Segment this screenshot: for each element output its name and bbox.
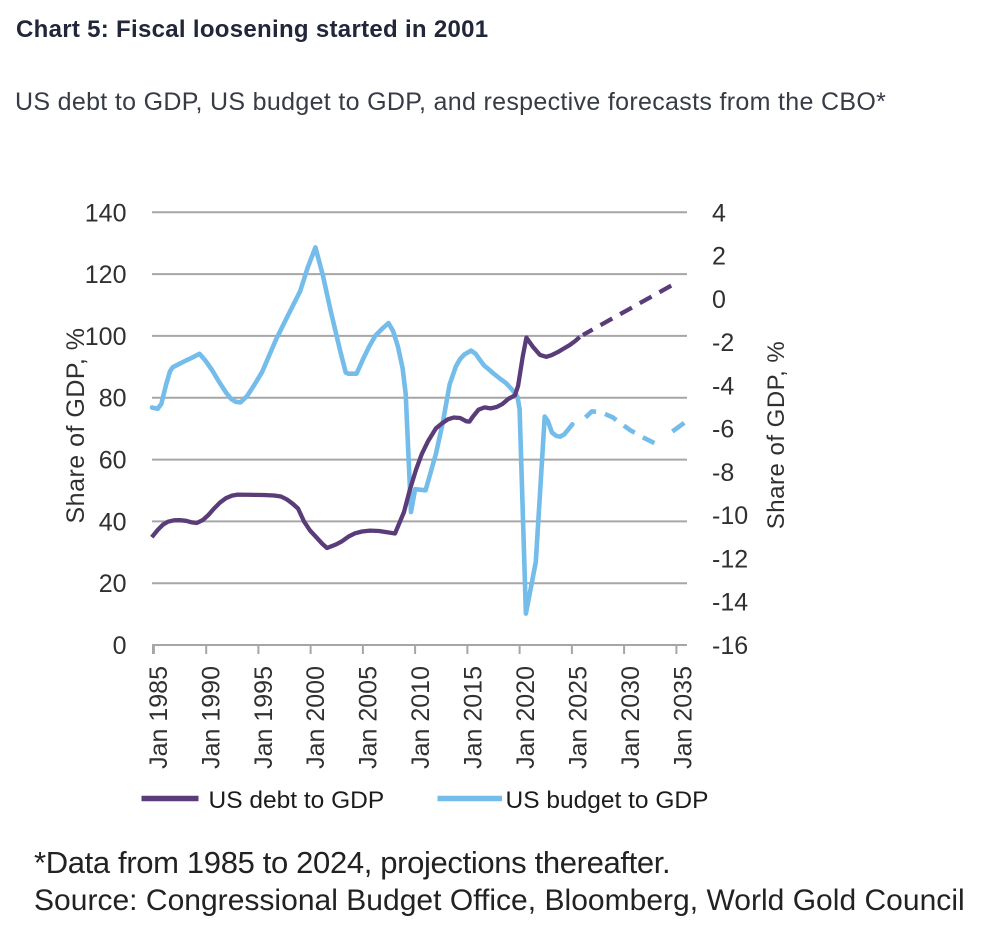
- svg-text:-10: -10: [712, 502, 748, 530]
- svg-text:-4: -4: [712, 372, 734, 400]
- svg-text:-14: -14: [712, 589, 748, 617]
- svg-text:0: 0: [712, 286, 726, 314]
- svg-text:-6: -6: [712, 416, 734, 444]
- svg-text:US budget to GDP: US budget to GDP: [506, 787, 709, 814]
- svg-text:80: 80: [99, 385, 127, 413]
- svg-text:Jan 1995: Jan 1995: [250, 666, 278, 769]
- svg-text:2: 2: [712, 243, 726, 271]
- svg-text:120: 120: [85, 261, 127, 289]
- svg-text:Share of GDP, %: Share of GDP, %: [62, 327, 90, 523]
- svg-text:4: 4: [712, 199, 726, 227]
- svg-text:100: 100: [85, 323, 127, 351]
- svg-text:-16: -16: [712, 632, 748, 660]
- svg-text:Jan 2035: Jan 2035: [670, 666, 698, 769]
- svg-text:0: 0: [113, 632, 127, 660]
- svg-text:140: 140: [85, 199, 127, 227]
- svg-text:-8: -8: [712, 459, 734, 487]
- svg-text:Jan 1990: Jan 1990: [197, 666, 225, 769]
- svg-text:40: 40: [99, 508, 127, 536]
- svg-text:-2: -2: [712, 329, 734, 357]
- svg-text:Share of GDP, %: Share of GDP, %: [763, 341, 790, 529]
- svg-text:Jan 2020: Jan 2020: [512, 666, 540, 769]
- svg-text:-12: -12: [712, 546, 748, 574]
- svg-text:Jan 2005: Jan 2005: [355, 666, 383, 769]
- svg-text:Jan 2010: Jan 2010: [407, 666, 435, 769]
- svg-text:Jan 2025: Jan 2025: [565, 666, 593, 769]
- svg-text:20: 20: [99, 570, 127, 598]
- svg-text:US debt to GDP: US debt to GDP: [209, 787, 385, 814]
- svg-text:Jan 2015: Jan 2015: [460, 666, 488, 769]
- svg-text:Jan 2030: Jan 2030: [617, 666, 645, 769]
- svg-text:60: 60: [99, 447, 127, 475]
- svg-text:Jan 1985: Jan 1985: [145, 666, 173, 769]
- svg-text:Jan 2000: Jan 2000: [302, 666, 330, 769]
